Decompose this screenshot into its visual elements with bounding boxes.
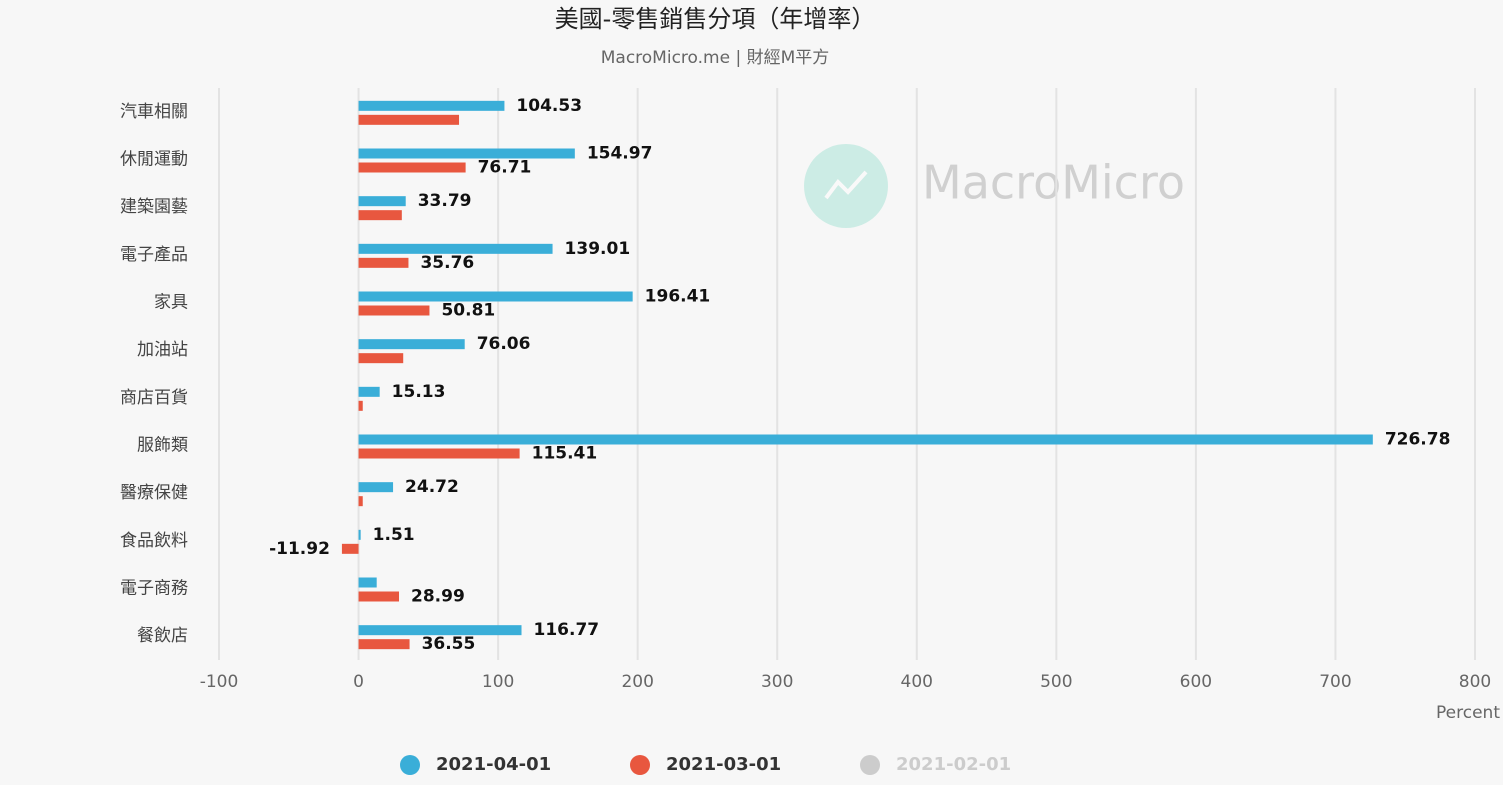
legend-marker xyxy=(400,755,420,775)
data-label: 50.81 xyxy=(441,301,495,321)
y-tick-label: 休閒運動 xyxy=(120,150,188,170)
bar xyxy=(358,577,377,588)
data-label: 24.72 xyxy=(405,477,459,497)
y-tick-label: 商店百貨 xyxy=(120,388,188,408)
bar xyxy=(358,434,1373,445)
data-label: 116.77 xyxy=(534,620,600,640)
bar xyxy=(358,448,520,459)
y-tick-label: 食品飲料 xyxy=(120,531,188,551)
y-tick-label: 電子產品 xyxy=(120,245,188,265)
x-axis-label: Percent xyxy=(1436,703,1500,723)
bar xyxy=(358,210,402,221)
bar xyxy=(358,625,522,636)
data-label: 76.06 xyxy=(477,334,531,354)
x-tick-label: 400 xyxy=(901,672,933,692)
data-label: 36.55 xyxy=(422,634,476,654)
y-tick-label: 建築園藝 xyxy=(120,197,188,217)
x-tick-label: -100 xyxy=(200,672,239,692)
data-label: 15.13 xyxy=(392,382,446,402)
bar xyxy=(358,529,361,540)
bar xyxy=(358,496,363,507)
chart-title: 美國-零售銷售分項（年增率） xyxy=(555,5,876,33)
data-label: 154.97 xyxy=(587,144,653,164)
bar xyxy=(358,100,505,111)
bar xyxy=(358,482,394,493)
watermark: MacroMicro xyxy=(922,156,1185,210)
data-label: 33.79 xyxy=(418,191,472,211)
data-label: 1.51 xyxy=(373,525,415,545)
y-tick-label: 汽車相關 xyxy=(120,102,188,122)
bar xyxy=(358,591,400,602)
legend-label: 2021-02-01 xyxy=(896,754,1011,775)
x-tick-label: 700 xyxy=(1319,672,1351,692)
data-label: 76.71 xyxy=(478,158,532,178)
data-label: 28.99 xyxy=(411,587,465,607)
bar xyxy=(358,243,553,254)
bar xyxy=(358,305,430,316)
bar xyxy=(358,639,410,650)
y-tick-label: 加油站 xyxy=(137,340,188,360)
data-label: 104.53 xyxy=(516,96,582,116)
legend-marker xyxy=(860,755,880,775)
bar xyxy=(358,162,466,173)
chart-subtitle: MacroMicro.me | 財經M平方 xyxy=(601,48,830,68)
data-label: 115.41 xyxy=(532,444,598,464)
watermark-logo xyxy=(804,144,888,228)
y-tick-label: 服飾類 xyxy=(137,436,188,456)
data-label: -11.92 xyxy=(269,539,330,559)
x-tick-label: 800 xyxy=(1459,672,1491,692)
legend-marker xyxy=(630,755,650,775)
bar xyxy=(358,400,363,411)
y-tick-label: 醫療保健 xyxy=(120,483,188,503)
bar xyxy=(358,386,380,397)
bar xyxy=(358,114,460,125)
bar xyxy=(358,353,404,364)
bar xyxy=(358,291,633,302)
x-tick-label: 600 xyxy=(1180,672,1212,692)
x-tick-label: 200 xyxy=(621,672,653,692)
y-tick-label: 電子商務 xyxy=(120,579,188,599)
data-label: 139.01 xyxy=(565,239,631,259)
data-label: 35.76 xyxy=(420,253,474,273)
x-tick-label: 300 xyxy=(761,672,793,692)
bar xyxy=(358,196,406,207)
bar xyxy=(341,543,359,554)
y-tick-label: 家具 xyxy=(154,293,188,313)
legend-label: 2021-03-01 xyxy=(666,754,781,775)
legend-label: 2021-04-01 xyxy=(436,754,551,775)
data-label: 196.41 xyxy=(645,287,711,307)
bar xyxy=(358,257,409,268)
bar xyxy=(358,339,465,350)
bar xyxy=(358,148,575,159)
x-tick-label: 500 xyxy=(1040,672,1072,692)
y-tick-label: 餐飲店 xyxy=(137,626,188,646)
x-tick-label: 100 xyxy=(482,672,514,692)
data-label: 726.78 xyxy=(1385,430,1451,450)
x-tick-label: 0 xyxy=(353,672,364,692)
